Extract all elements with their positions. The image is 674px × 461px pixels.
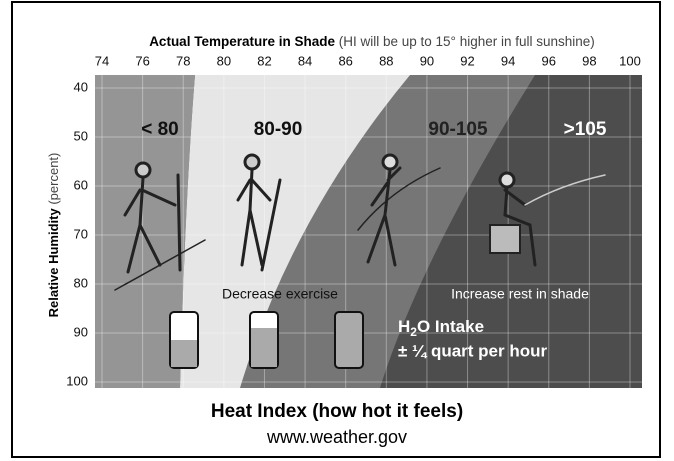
bottles	[169, 311, 364, 369]
y-tick-label: 50	[74, 128, 88, 143]
footer-title: Heat Index (how hot it feels)	[211, 401, 463, 422]
x-tick-label: 82	[257, 53, 271, 68]
zone-label: < 80	[141, 119, 179, 140]
zone-low	[95, 75, 195, 388]
x-tick-label: 78	[176, 53, 190, 68]
zone-label: >105	[564, 119, 607, 140]
figures	[114, 153, 606, 291]
x-tick-label: 100	[619, 53, 641, 68]
x-tick-label: 94	[501, 53, 515, 68]
y-tick-label: 90	[74, 324, 88, 339]
advice: Decrease exercise	[222, 286, 338, 302]
y-tick-label: 70	[74, 226, 88, 241]
header: Actual Temperature in Shade (HI will be …	[149, 34, 595, 49]
y-unit: (percent)	[46, 153, 61, 205]
y-tick-label: 40	[74, 79, 88, 94]
y-tick-label: 100	[66, 373, 88, 388]
header-note: (HI will be up to 15° higher in full sun…	[339, 34, 595, 49]
chem: H	[398, 317, 410, 336]
footer-url: www.weather.gov	[266, 427, 407, 447]
chem-sub: 2	[410, 325, 417, 339]
x-tick-label: 90	[420, 53, 434, 68]
zone-moderate	[180, 75, 410, 388]
water-intake: H2O Intake	[398, 317, 484, 339]
y-tick-label: 80	[74, 275, 88, 290]
y-axis-label: Relative Humidity (percent)	[46, 153, 61, 318]
x-tick-label: 74	[95, 53, 109, 68]
x-tick-label: 98	[582, 53, 596, 68]
advice: Increase rest in shade	[451, 286, 589, 302]
y-tick-label: 60	[74, 177, 88, 192]
header-title: Actual Temperature in Shade	[149, 34, 335, 49]
x-tick-label: 76	[135, 53, 149, 68]
y-label: Relative Humidity	[46, 208, 61, 318]
x-tick-label: 92	[460, 53, 474, 68]
chem-rest: O Intake	[417, 317, 484, 336]
x-tick-label: 88	[379, 53, 393, 68]
x-tick-label: 84	[298, 53, 312, 68]
zone-label: 80-90	[254, 119, 303, 140]
zone-label: 90-105	[428, 119, 488, 140]
water-rate: ± ¼ quart per hour	[398, 341, 548, 360]
x-tick-label: 80	[217, 53, 231, 68]
x-tick-label: 96	[542, 53, 556, 68]
x-tick-label: 86	[338, 53, 352, 68]
